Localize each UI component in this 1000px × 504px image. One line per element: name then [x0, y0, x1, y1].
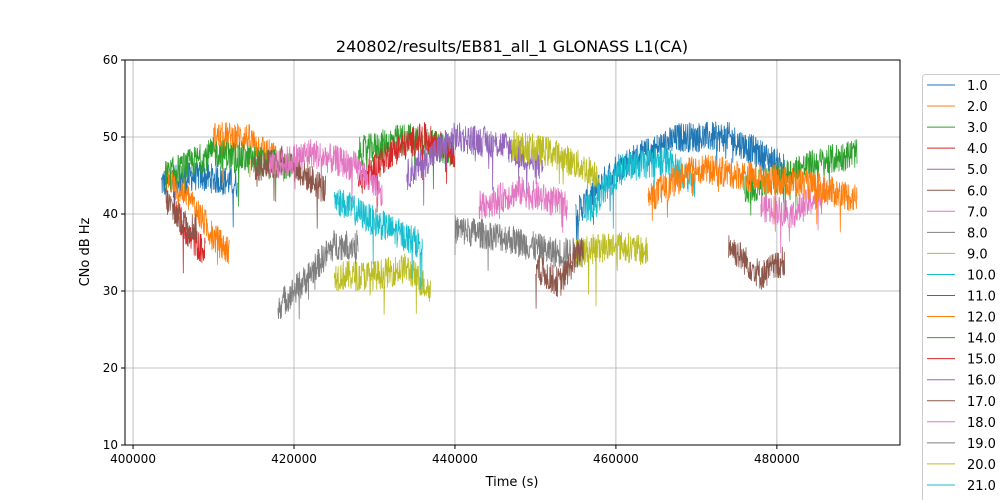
legend-label: 7.0 [967, 205, 988, 220]
legend-label: 15.0 [967, 353, 996, 368]
series-lines [161, 122, 857, 320]
x-tick-label: 460000 [593, 452, 639, 466]
y-tick-label: 30 [103, 284, 118, 298]
y-tick-label: 10 [103, 438, 118, 452]
legend-label: 14.0 [967, 332, 996, 347]
legend-label: 2.0 [967, 100, 988, 115]
x-tick-label: 400000 [110, 452, 156, 466]
legend-label: 9.0 [967, 247, 988, 262]
x-axis-label: Time (s) [485, 475, 539, 490]
legend-label: 10.0 [967, 268, 996, 283]
legend-label: 1.0 [967, 79, 988, 94]
legend-label: 3.0 [967, 121, 988, 136]
legend-label: 16.0 [967, 374, 996, 389]
y-tick-label: 50 [103, 130, 118, 144]
y-tick-label: 40 [103, 207, 118, 221]
x-tick-label: 440000 [432, 452, 478, 466]
y-tick-label: 20 [103, 361, 118, 375]
legend-label: 19.0 [967, 437, 996, 452]
legend-label: 12.0 [967, 311, 996, 326]
legend: 1.0 2.0 3.0 4.0 5.0 6.0 7.0 8.0 9.0 10.0 11.0 12.0 1… [923, 75, 1000, 501]
legend-label: 4.0 [967, 142, 988, 157]
legend-label: 20.0 [967, 458, 996, 473]
legend-label: 18.0 [967, 416, 996, 431]
legend-label: 6.0 [967, 184, 988, 199]
y-axis-label: CNo dB Hz [78, 217, 93, 286]
chart-title: 240802/results/EB81_all_1 GLONASS L1(CA) [336, 37, 688, 57]
x-tick-label: 480000 [754, 452, 800, 466]
axis-ticks: 400000 420000 440000 460000 480000 10 20 30 40 50… [103, 53, 800, 466]
legend-label: 17.0 [967, 395, 996, 410]
legend-label: 11.0 [967, 290, 996, 305]
legend-label: 21.0 [967, 479, 996, 494]
legend-label: 5.0 [967, 163, 988, 178]
x-tick-label: 420000 [271, 452, 317, 466]
y-tick-label: 60 [103, 53, 118, 67]
legend-label: 8.0 [967, 226, 988, 241]
